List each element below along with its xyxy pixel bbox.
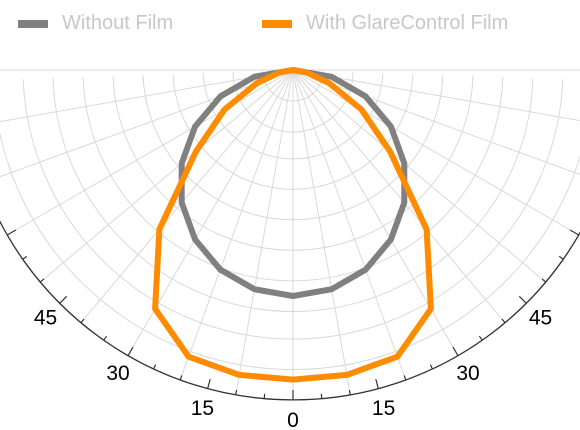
angle-tick <box>429 364 434 370</box>
angle-tick-label: 0 <box>287 409 299 430</box>
angle-tick <box>59 295 68 304</box>
legend-swatch-gray <box>18 19 48 28</box>
angle-tick-label: 30 <box>106 362 129 385</box>
grid-ring <box>0 131 580 371</box>
grid-spoke <box>39 69 294 283</box>
grid-spoke <box>6 69 294 236</box>
angle-tick-label: 45 <box>529 307 552 330</box>
legend: Without Film With GlareControl Film <box>0 0 580 52</box>
angle-tick <box>207 378 211 389</box>
angle-tick <box>403 375 407 381</box>
series-with-film-curve <box>152 67 434 383</box>
angle-tick <box>320 393 323 399</box>
angle-tick <box>263 393 266 399</box>
angle-tick <box>39 278 45 283</box>
angle-tick <box>348 389 351 396</box>
legend-swatch-orange <box>262 19 292 28</box>
angle-tick-label: 15 <box>372 397 395 420</box>
angle-tick <box>518 295 527 304</box>
angle-axis <box>0 220 580 401</box>
legend-label: With GlareControl Film <box>306 12 509 34</box>
angle-tick <box>478 335 483 341</box>
grid-spoke <box>0 69 294 123</box>
angle-tick <box>569 229 580 236</box>
grid-spoke <box>235 69 294 396</box>
grid-spoke <box>292 69 580 122</box>
angle-tick <box>6 229 17 236</box>
angle-tick-label: 30 <box>456 362 479 385</box>
grid-spoke <box>292 69 547 283</box>
grid-spoke <box>80 69 294 324</box>
legend-item-without-film[interactable]: Without Film <box>18 12 173 35</box>
grid-spoke <box>179 69 294 381</box>
grid-spoke <box>292 69 351 396</box>
angle-tick <box>80 318 85 324</box>
grid-spoke <box>292 69 506 324</box>
angle-tick <box>235 389 238 396</box>
grid-ring <box>0 220 580 401</box>
angle-tick-label: 15 <box>191 397 214 420</box>
angle-tick-label: 45 <box>34 307 57 330</box>
grid-spoke <box>0 69 294 178</box>
grid-spoke <box>292 69 580 176</box>
legend-item-with-film[interactable]: With GlareControl Film <box>262 12 508 35</box>
legend-label: Without Film <box>62 12 174 34</box>
angle-tick <box>127 346 134 357</box>
angle-tick <box>152 364 157 370</box>
angle-tick <box>452 346 459 357</box>
angle-tick <box>22 255 28 260</box>
angle-tick <box>375 378 379 389</box>
grid-spoke <box>292 69 407 381</box>
series-without-film-curve <box>178 67 408 299</box>
angle-tick <box>558 255 564 260</box>
angle-tick <box>501 318 506 324</box>
angle-tick <box>541 278 547 283</box>
angle-tick <box>179 375 183 381</box>
angle-tick <box>103 335 108 341</box>
grid-spoke <box>292 69 580 236</box>
